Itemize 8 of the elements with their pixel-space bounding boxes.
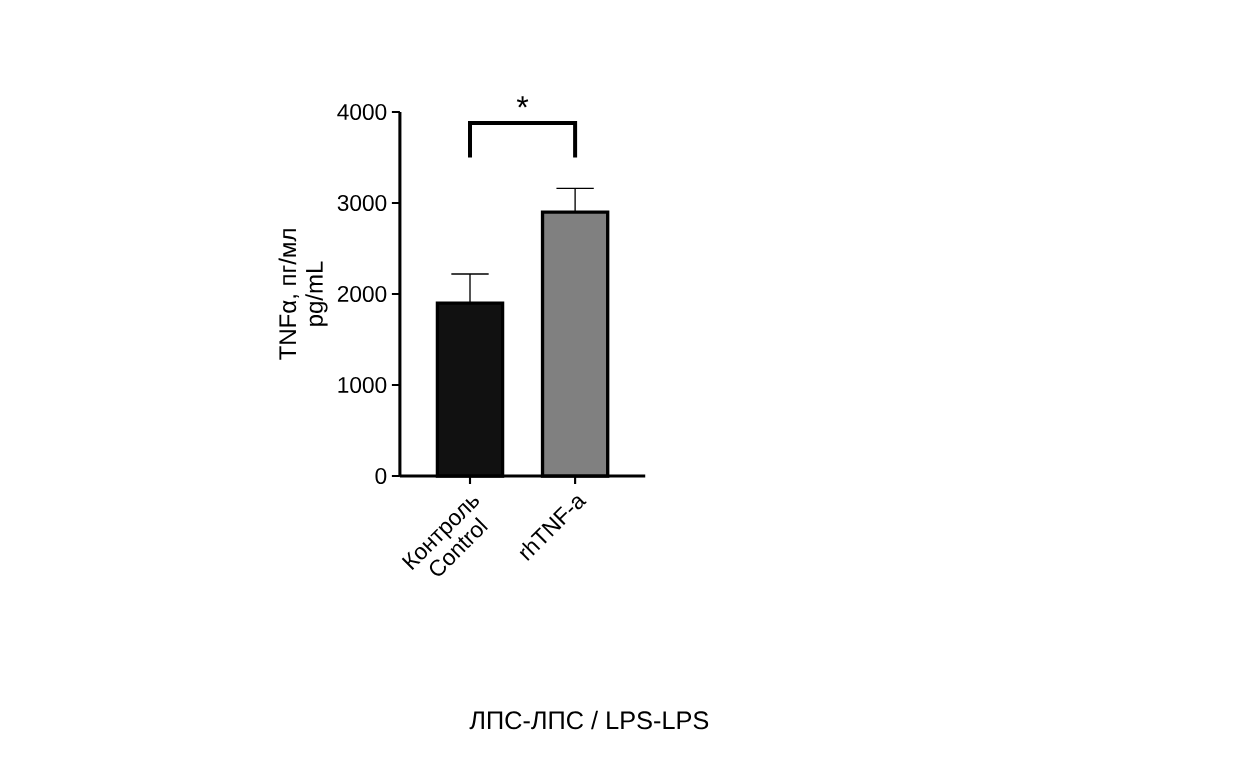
y-tick-label: 1000 xyxy=(338,376,387,394)
y-tick-label: 2000 xyxy=(337,285,387,303)
y-axis-title: TNFα, пг/мл pg/mL xyxy=(278,229,328,360)
y-tick-label: 3000 xyxy=(337,194,387,212)
y-tick-label: 0 xyxy=(375,467,387,485)
text: ЛПС-ЛПС / LPS-LPS xyxy=(469,710,709,730)
y-tick-label: 4000 xyxy=(337,103,387,121)
text: * xyxy=(516,96,529,108)
